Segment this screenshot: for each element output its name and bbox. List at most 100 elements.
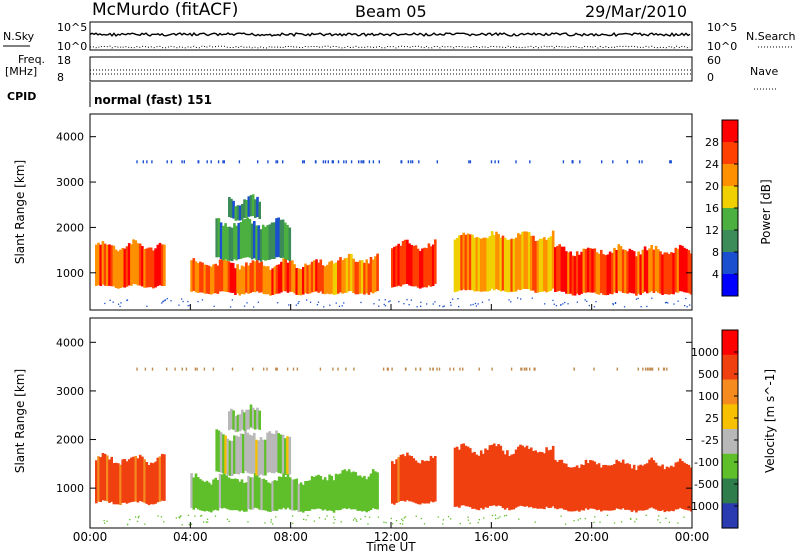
velocity-colorbar-tick-label: -100 [694,456,719,469]
echo-cell [434,456,437,502]
echo-speck [335,302,337,304]
echo-speck [382,367,385,371]
echo-cell [624,463,627,510]
echo-cell [458,449,461,508]
echo-speck [266,367,268,371]
echo-speck [207,521,209,523]
freq-tick-top: 18 [57,54,71,67]
echo-speck [318,517,321,519]
echo-speck [612,160,614,164]
echo-cell [212,479,215,511]
echo-cell [549,449,553,508]
echo-cell [578,254,581,296]
echo-cell [279,219,283,258]
echo-speck [369,516,371,518]
echo-speck [459,522,461,525]
echo-cell [214,263,217,294]
echo-cell [228,440,232,476]
echo-cell [499,237,503,292]
velocity-colorbar-swatch [722,330,738,356]
echo-speck [616,367,618,371]
echo-speck [402,523,404,525]
echo-speck [360,518,362,520]
echo-cell [689,467,693,512]
echo-speck [449,301,452,304]
echo-cell [240,479,244,511]
echo-speck [662,367,665,371]
echo-speck [372,160,375,164]
echo-speck [612,303,614,306]
echo-speck [354,517,356,520]
echo-cell [217,218,221,258]
echo-cell [560,459,564,509]
velocity-colorbar-swatch [722,404,738,430]
echo-cell [466,233,470,290]
echo-speck [228,520,230,522]
echo-speck [343,302,345,304]
echo-speck [474,302,477,305]
echo-speck [350,160,353,164]
echo-cell [584,249,588,293]
nsky-tick-bottom: 10^0 [57,40,87,53]
echo-speck [276,367,278,371]
echo-cell [282,473,285,508]
echo-cell [376,472,379,510]
echo-cell [374,471,377,510]
echo-speck [282,160,284,164]
x-tick-label: 08:00 [273,530,308,544]
echo-cell [127,459,131,503]
echo-speck [295,304,297,306]
echo-cell [608,465,612,511]
echo-cell [414,245,418,287]
echo-cell [253,261,257,293]
echo-cell [562,246,566,292]
echo-cell [147,247,151,288]
echo-cell [525,231,529,289]
echo-cell [245,482,248,512]
power-colorbar-swatch [722,120,738,143]
echo-cell [242,219,245,258]
echo-cell [676,461,680,510]
echo-speck [531,297,533,299]
echo-speck [373,303,375,305]
echo-cell [112,245,116,287]
echo-cell [236,479,239,511]
echo-speck [390,517,392,520]
echo-cell [423,247,426,288]
echo-cell [242,482,246,512]
echo-speck [332,160,334,164]
echo-cell [222,434,225,474]
echo-cell [334,262,338,295]
echo-cell [578,467,581,512]
echo-speck [270,521,272,523]
echo-speck [442,519,444,521]
echo-speck [332,367,334,371]
echo-cell [352,471,355,510]
echo-speck [378,305,380,307]
echo-cell [521,231,524,289]
echo-cell [367,476,371,512]
echo-cell [130,457,133,503]
echo-cell [646,250,649,294]
echo-cell [425,248,428,288]
echo-cell [106,244,109,287]
echo-speck [567,303,569,305]
echo-speck [337,160,340,164]
echo-speck [467,519,470,521]
echo-speck [420,301,422,303]
echo-cell [273,222,276,259]
power-colorbar-tick-label: 16 [705,202,719,215]
echo-cell [591,460,594,509]
echo-speck [664,302,667,304]
echo-cell [536,240,540,293]
echo-cell [222,225,225,261]
echo-cell [127,243,131,286]
echo-speck [614,302,617,304]
echo-cell [615,250,618,294]
echo-cell [567,467,570,512]
echo-cell [543,453,546,510]
echo-speck [669,160,671,164]
echo-cell [288,436,292,475]
echo-speck [458,305,460,308]
power-y-ticks: 1000 2000 3000 4000 [56,131,692,280]
